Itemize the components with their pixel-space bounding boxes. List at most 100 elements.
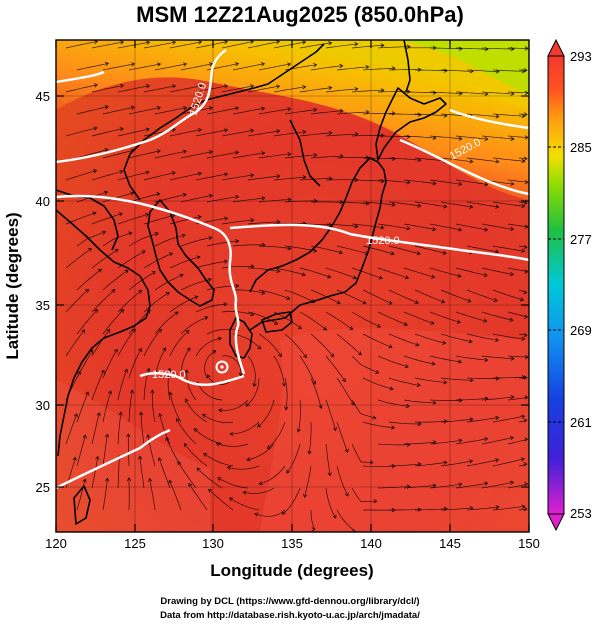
streamline bbox=[284, 333, 307, 358]
streamline-arrowhead bbox=[432, 483, 437, 488]
streamline-arrowhead bbox=[416, 382, 421, 388]
streamline-arrowhead bbox=[197, 84, 203, 89]
streamline bbox=[258, 199, 291, 203]
streamline bbox=[258, 108, 291, 115]
streamline-arrowhead bbox=[147, 477, 153, 482]
streamline-arrowhead bbox=[82, 478, 87, 483]
streamline bbox=[325, 487, 337, 519]
streamline-arrowhead bbox=[457, 227, 463, 232]
streamline bbox=[403, 223, 436, 230]
streamline-arrowhead bbox=[139, 411, 144, 416]
streamline-arrowhead bbox=[303, 493, 308, 498]
streamline bbox=[492, 458, 525, 467]
streamline bbox=[154, 234, 186, 247]
streamline bbox=[284, 154, 317, 159]
streamline bbox=[492, 113, 525, 117]
streamline bbox=[466, 289, 498, 302]
streamline-arrowhead bbox=[339, 108, 344, 113]
streamline-arrowhead bbox=[495, 249, 500, 254]
streamline bbox=[128, 193, 160, 203]
streamline bbox=[128, 390, 133, 423]
streamline-arrowhead bbox=[235, 239, 240, 244]
streamline bbox=[284, 200, 317, 203]
streamline bbox=[91, 128, 124, 137]
streamline-arrowhead bbox=[151, 271, 156, 275]
streamline-arrowhead bbox=[276, 174, 281, 179]
coast-sakhalin bbox=[403, 40, 411, 93]
streamline-arrowhead bbox=[235, 194, 240, 200]
streamline bbox=[102, 349, 118, 379]
streamline-arrowhead bbox=[194, 295, 199, 300]
streamline-arrowhead bbox=[95, 455, 100, 460]
streamline bbox=[128, 232, 159, 247]
streamline bbox=[247, 355, 256, 387]
streamline bbox=[507, 179, 528, 183]
streamline-arrowhead bbox=[484, 91, 489, 97]
streamline-arrowhead bbox=[380, 225, 385, 230]
streamline-arrowhead bbox=[119, 169, 124, 175]
streamline bbox=[258, 245, 291, 249]
streamline bbox=[518, 333, 527, 336]
streamline-arrowhead bbox=[495, 114, 500, 119]
streamline bbox=[304, 465, 312, 498]
streamline-arrowhead bbox=[484, 437, 489, 442]
streamline bbox=[195, 303, 227, 313]
streamline bbox=[351, 267, 383, 279]
streamline-arrowhead bbox=[483, 272, 488, 278]
streamline-arrowhead bbox=[406, 180, 411, 185]
streamline bbox=[247, 221, 280, 225]
streamline bbox=[102, 269, 129, 291]
streamline bbox=[507, 223, 528, 228]
streamline-arrowhead bbox=[354, 86, 359, 92]
streamline bbox=[177, 461, 197, 489]
streamline-arrowhead bbox=[226, 465, 232, 470]
streamline bbox=[221, 174, 254, 181]
streamline-arrowhead bbox=[250, 264, 255, 269]
streamline bbox=[232, 333, 261, 350]
streamline-arrowhead bbox=[341, 377, 346, 383]
streamline-arrowhead bbox=[130, 105, 135, 110]
streamline bbox=[232, 107, 265, 115]
streamline-arrowhead bbox=[339, 63, 344, 69]
streamline bbox=[154, 107, 187, 115]
streamline-arrowhead bbox=[242, 490, 247, 495]
streamline-arrowhead bbox=[441, 299, 446, 304]
streamline bbox=[207, 374, 234, 385]
streamline-arrowhead bbox=[158, 413, 163, 418]
streamline bbox=[169, 172, 202, 181]
streamline-arrowhead bbox=[208, 193, 213, 198]
streamline-arrowhead bbox=[523, 290, 528, 295]
streamline bbox=[91, 170, 123, 181]
streamline-arrowhead bbox=[307, 450, 312, 455]
streamline bbox=[299, 311, 327, 331]
streamline-arrowhead bbox=[113, 348, 118, 353]
streamline bbox=[362, 377, 393, 390]
streamline bbox=[273, 223, 306, 225]
streamline bbox=[247, 85, 280, 93]
streamline bbox=[518, 157, 528, 160]
streamline-arrowhead bbox=[254, 512, 259, 517]
streamline-arrowhead bbox=[245, 402, 250, 407]
streamline-arrowhead bbox=[510, 226, 515, 232]
streamline bbox=[299, 355, 316, 385]
streamline bbox=[518, 463, 527, 467]
streamline-arrowhead bbox=[495, 415, 500, 420]
streamline bbox=[351, 443, 374, 463]
streamline-arrowhead bbox=[344, 492, 349, 497]
streamline-arrowhead bbox=[223, 84, 229, 89]
streamline bbox=[286, 443, 301, 474]
streamline bbox=[202, 414, 234, 423]
streamline bbox=[493, 376, 526, 379]
y-tick-label: 35 bbox=[36, 298, 50, 313]
streamline-arrowhead bbox=[432, 90, 437, 95]
streamline-arrowhead bbox=[432, 135, 437, 140]
streamline-arrowhead bbox=[124, 269, 129, 274]
streamline bbox=[128, 150, 161, 159]
streamline-arrowhead bbox=[484, 227, 489, 232]
streamline bbox=[429, 355, 462, 363]
streamline-arrowhead bbox=[336, 300, 341, 305]
streamline-arrowhead bbox=[302, 40, 307, 45]
streamline bbox=[151, 390, 156, 423]
streamline bbox=[102, 434, 108, 467]
streamline bbox=[414, 333, 446, 344]
